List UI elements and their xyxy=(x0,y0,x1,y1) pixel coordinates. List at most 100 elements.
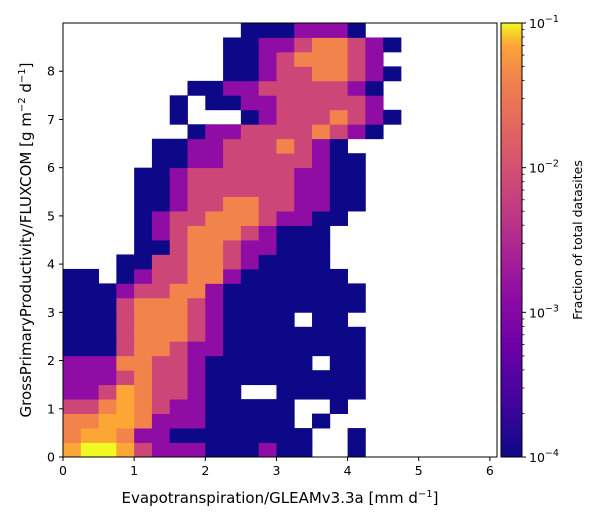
heatmap-cell xyxy=(80,413,99,429)
heatmap-cell xyxy=(116,326,135,342)
y-axis-label: GrossPrimaryProductivity/FLUXCOM [g m−2 … xyxy=(17,62,35,417)
heatmap-cell xyxy=(347,182,366,197)
heatmap-cell xyxy=(205,124,224,140)
heatmap-cell xyxy=(98,355,117,371)
heatmap-cell xyxy=(347,109,366,125)
heatmap-cell xyxy=(294,297,313,313)
heatmap-cell xyxy=(205,138,224,154)
heatmap-cell xyxy=(276,268,295,284)
heatmap-cell xyxy=(205,153,224,169)
heatmap-cell xyxy=(240,95,260,111)
heatmap-cell xyxy=(223,225,242,241)
heatmap-cell xyxy=(63,370,82,386)
heatmap-cell xyxy=(63,283,82,299)
heatmap-cell xyxy=(258,442,277,458)
heatmap-cell xyxy=(276,124,295,140)
heatmap-cell xyxy=(151,153,171,169)
heatmap-cell xyxy=(312,413,331,429)
heatmap-cell xyxy=(329,153,348,169)
heatmap-cell xyxy=(187,240,206,255)
colorbar-label: Fraction of total datasites xyxy=(570,160,585,320)
heatmap-cell xyxy=(294,167,313,183)
heatmap-cell xyxy=(63,399,82,414)
heatmap-cell xyxy=(312,312,331,328)
heatmap-cell xyxy=(187,355,206,371)
heatmap-cell xyxy=(187,182,206,197)
heatmap-cell xyxy=(312,138,331,154)
heatmap-cell xyxy=(63,413,82,429)
heatmap-cell xyxy=(223,370,242,386)
heatmap-cell xyxy=(276,51,295,67)
heatmap-cell xyxy=(240,124,260,140)
heatmap-cell xyxy=(329,211,348,226)
heatmap-cell xyxy=(294,355,313,371)
heatmap-cell xyxy=(347,297,366,313)
heatmap-cell xyxy=(187,428,206,443)
heatmap-cell xyxy=(347,355,366,371)
heatmap-cell xyxy=(276,109,295,125)
heatmap-cell xyxy=(223,268,242,284)
heatmap-cell xyxy=(98,326,117,342)
heatmap-cell xyxy=(223,399,242,414)
heatmap-cell xyxy=(347,370,366,386)
heatmap-cell xyxy=(63,326,82,342)
heatmap-cell xyxy=(258,254,277,270)
heatmap-cell xyxy=(223,124,242,140)
y-tick-label: 6 xyxy=(47,160,55,175)
heatmap-cell xyxy=(187,370,206,386)
heatmap-cell xyxy=(240,66,260,82)
heatmap-cell xyxy=(116,254,135,270)
heatmap-cell xyxy=(187,211,206,226)
heatmap-cell xyxy=(294,37,313,53)
heatmap-cell xyxy=(276,240,295,255)
heatmap-cell xyxy=(347,384,366,400)
heatmap-cell xyxy=(169,428,188,443)
heatmap-cell xyxy=(258,370,277,386)
heatmap-cell xyxy=(276,283,295,299)
heatmap-cell xyxy=(223,355,242,371)
heatmap-cell xyxy=(223,95,242,111)
heatmap-cell xyxy=(240,297,260,313)
heatmap-cell xyxy=(258,124,277,140)
heatmap-cell xyxy=(134,196,153,212)
heatmap-cell xyxy=(151,312,171,328)
heatmap-cell xyxy=(312,109,331,125)
heatmap-cell xyxy=(187,326,206,342)
heatmap-cell xyxy=(294,51,313,67)
heatmap-cell xyxy=(223,37,242,53)
heatmap-cell xyxy=(365,80,384,96)
heatmap-cell xyxy=(134,268,153,284)
heatmap-cell xyxy=(312,384,331,400)
heatmap-cell xyxy=(187,442,206,458)
heatmap-cell xyxy=(347,167,366,183)
heatmap-cell xyxy=(169,153,188,169)
heatmap-cell xyxy=(276,254,295,270)
heatmap-cell xyxy=(151,442,171,458)
heatmap-cell xyxy=(187,399,206,414)
heatmap-cell xyxy=(63,341,82,357)
x-tick-label: 3 xyxy=(272,463,280,478)
heatmap-cell xyxy=(205,182,224,197)
heatmap-cell xyxy=(312,225,331,241)
heatmap-cell xyxy=(329,80,348,96)
colorbar xyxy=(500,22,523,458)
heatmap-cell xyxy=(240,80,260,96)
heatmap-cell xyxy=(276,153,295,169)
heatmap-cell xyxy=(151,355,171,371)
heatmap-cell xyxy=(240,428,260,443)
heatmap-cell xyxy=(169,312,188,328)
heatmap-cell xyxy=(169,211,188,226)
heatmap-cell xyxy=(151,182,171,197)
heatmap-cell xyxy=(151,413,171,429)
heatmap-cell xyxy=(347,95,366,111)
heatmap-cell xyxy=(347,153,366,169)
heatmap-cell xyxy=(134,254,153,270)
x-tick-label: 2 xyxy=(201,463,209,478)
heatmap-cell xyxy=(276,428,295,443)
heatmap-cell xyxy=(276,326,295,342)
heatmap-cell xyxy=(223,167,242,183)
heatmap-cell xyxy=(205,312,224,328)
heatmap-cell xyxy=(365,66,384,82)
heatmap-cell xyxy=(329,23,348,38)
